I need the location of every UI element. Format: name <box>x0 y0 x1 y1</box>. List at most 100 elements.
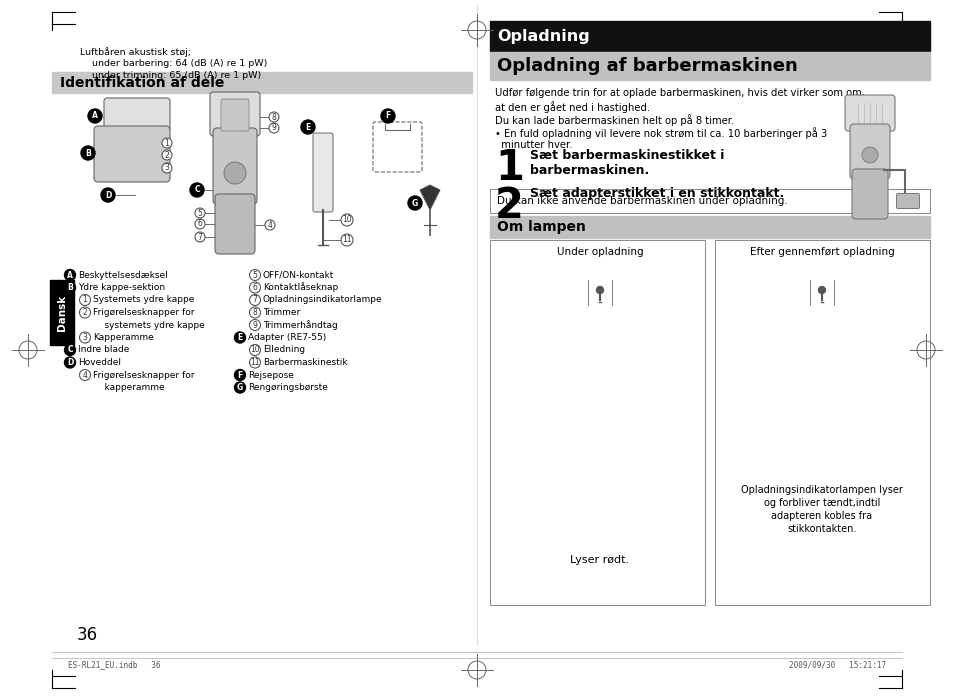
Text: 10: 10 <box>250 346 259 354</box>
Circle shape <box>79 332 91 343</box>
Text: 2: 2 <box>83 308 88 317</box>
Bar <box>490 240 704 605</box>
Text: 11: 11 <box>250 358 259 367</box>
Circle shape <box>862 147 877 163</box>
Text: OFF/ON-kontakt: OFF/ON-kontakt <box>263 270 334 279</box>
Text: 8: 8 <box>253 308 257 317</box>
Text: barbermaskinen.: barbermaskinen. <box>530 164 649 177</box>
Text: 36: 36 <box>76 626 97 644</box>
Circle shape <box>596 286 603 293</box>
Text: 1: 1 <box>165 139 170 148</box>
Text: 3: 3 <box>164 164 170 172</box>
Circle shape <box>162 138 172 148</box>
Text: 7: 7 <box>197 232 202 241</box>
Text: Opladning: Opladning <box>497 29 589 43</box>
Text: 11: 11 <box>342 235 352 244</box>
FancyBboxPatch shape <box>851 169 887 219</box>
Circle shape <box>190 183 204 197</box>
Circle shape <box>79 295 91 305</box>
Text: D: D <box>105 190 112 199</box>
Text: 6: 6 <box>253 283 257 292</box>
Text: Under opladning: Under opladning <box>557 247 642 257</box>
Text: Sæt barbermaskinestikket i: Sæt barbermaskinestikket i <box>530 149 723 162</box>
Circle shape <box>162 150 172 160</box>
Text: 6: 6 <box>197 220 202 228</box>
Text: G: G <box>412 199 417 207</box>
Text: Ydre kappe-sektion: Ydre kappe-sektion <box>78 283 165 292</box>
Circle shape <box>265 220 274 230</box>
Text: Trimmer: Trimmer <box>263 308 300 317</box>
Text: under barbering: 64 (dB (A) re 1 pW): under barbering: 64 (dB (A) re 1 pW) <box>80 59 267 68</box>
Circle shape <box>269 112 278 122</box>
Circle shape <box>250 295 260 305</box>
FancyBboxPatch shape <box>210 92 260 136</box>
Circle shape <box>234 370 245 381</box>
Text: 1: 1 <box>83 295 88 304</box>
Bar <box>490 52 929 80</box>
Text: under trimning: 65 (dB (A) re 1 pW): under trimning: 65 (dB (A) re 1 pW) <box>80 71 261 80</box>
Text: A: A <box>67 270 72 279</box>
Circle shape <box>224 162 246 184</box>
Bar <box>50 280 74 345</box>
Circle shape <box>818 286 824 293</box>
Circle shape <box>408 196 421 210</box>
Text: Indre blade: Indre blade <box>78 346 130 354</box>
Circle shape <box>65 270 75 281</box>
Text: at den er gået ned i hastighed.: at den er gået ned i hastighed. <box>495 101 649 113</box>
Bar <box>490 189 929 213</box>
FancyBboxPatch shape <box>104 98 170 131</box>
Text: Adapter (RE7-55): Adapter (RE7-55) <box>248 333 326 342</box>
Text: Frigørelsesknapper for: Frigørelsesknapper for <box>92 308 194 317</box>
Text: Kontaktlåseknap: Kontaktlåseknap <box>263 283 338 293</box>
Text: F: F <box>385 111 390 120</box>
Text: Kapperamme: Kapperamme <box>92 333 153 342</box>
Text: Frigørelsesknapper for: Frigørelsesknapper for <box>92 370 194 379</box>
Circle shape <box>250 270 260 281</box>
Text: minutter hver.: minutter hver. <box>495 140 572 150</box>
Text: 8: 8 <box>272 113 276 122</box>
Text: Du kan lade barbermaskinen helt op på 8 timer.: Du kan lade barbermaskinen helt op på 8 … <box>495 114 734 126</box>
Circle shape <box>340 214 353 226</box>
Text: B: B <box>85 148 91 158</box>
Text: A: A <box>92 111 98 120</box>
FancyBboxPatch shape <box>214 194 254 254</box>
Circle shape <box>234 332 245 343</box>
Circle shape <box>234 382 245 393</box>
Text: 2: 2 <box>165 150 170 160</box>
Text: adapteren kobles fra: adapteren kobles fra <box>771 511 872 521</box>
Text: 9: 9 <box>253 321 257 330</box>
Text: ES-RL21_EU.indb   36: ES-RL21_EU.indb 36 <box>68 661 160 669</box>
Text: Systemets ydre kappe: Systemets ydre kappe <box>92 295 194 304</box>
Text: Hoveddel: Hoveddel <box>78 358 121 367</box>
Text: kapperamme: kapperamme <box>92 383 165 392</box>
FancyBboxPatch shape <box>844 95 894 131</box>
Circle shape <box>250 282 260 293</box>
FancyBboxPatch shape <box>313 133 333 212</box>
Text: 5: 5 <box>197 209 202 218</box>
Text: D: D <box>67 358 73 367</box>
Circle shape <box>81 146 95 160</box>
FancyBboxPatch shape <box>213 128 256 204</box>
Text: Luftbåren akustisk støj;: Luftbåren akustisk støj; <box>80 47 191 57</box>
FancyBboxPatch shape <box>221 99 249 131</box>
Text: Beskyttelsesdæksel: Beskyttelsesdæksel <box>78 270 168 279</box>
Text: Dansk: Dansk <box>57 295 67 331</box>
Text: Barbermaskinestik: Barbermaskinestik <box>263 358 347 367</box>
Text: Efter gennemført opladning: Efter gennemført opladning <box>749 247 893 257</box>
Text: Sæt adapterstikket i en stikkontakt.: Sæt adapterstikket i en stikkontakt. <box>530 187 783 200</box>
Text: E: E <box>305 122 311 132</box>
Text: E: E <box>237 333 242 342</box>
Text: Rejsepose: Rejsepose <box>248 370 294 379</box>
Circle shape <box>250 344 260 356</box>
Text: systemets ydre kappe: systemets ydre kappe <box>92 321 205 330</box>
Text: 10: 10 <box>342 216 352 225</box>
Text: Lyser rødt.: Lyser rødt. <box>570 555 629 565</box>
Bar <box>52 72 472 93</box>
Text: • En fuld opladning vil levere nok strøm til ca. 10 barberinger på 3: • En fuld opladning vil levere nok strøm… <box>495 127 826 139</box>
Circle shape <box>250 357 260 368</box>
Circle shape <box>65 357 75 368</box>
Text: B: B <box>67 283 72 292</box>
Circle shape <box>101 188 115 202</box>
Circle shape <box>79 307 91 318</box>
Text: 3: 3 <box>83 333 88 342</box>
